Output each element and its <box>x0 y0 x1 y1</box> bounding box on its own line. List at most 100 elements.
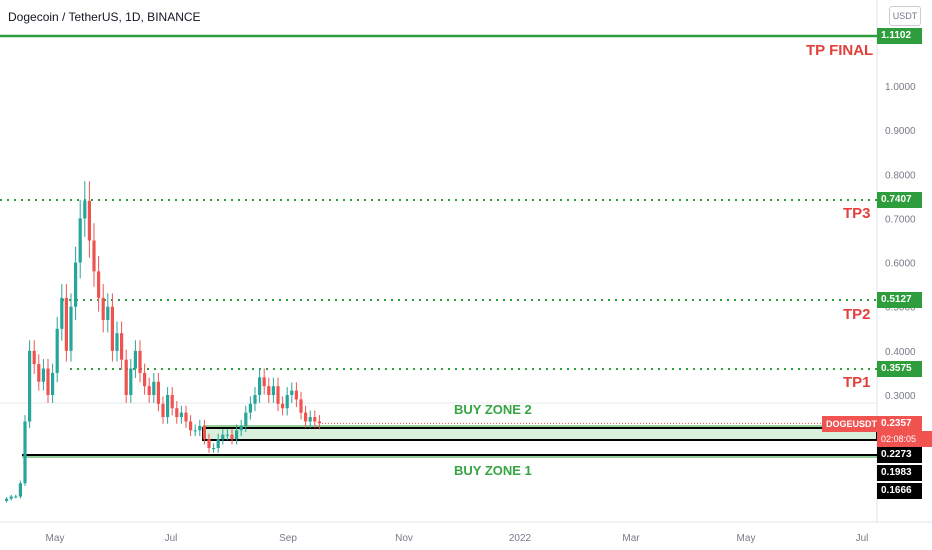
candle-body <box>281 403 285 409</box>
tp1-price-tag: 0.3575 <box>877 361 922 377</box>
candle-body <box>78 218 82 263</box>
x-tick-label: Sep <box>279 533 297 544</box>
y-tick-label: 0.3000 <box>885 391 916 402</box>
x-tick-label: Jul <box>856 533 869 544</box>
currency-button[interactable]: USDT <box>889 6 921 26</box>
candle-body <box>32 350 36 365</box>
candle-body <box>18 483 22 497</box>
candle-body <box>258 377 262 395</box>
tp3-label: TP3 <box>843 205 871 222</box>
buy-zone-1-label: BUY ZONE 1 <box>454 463 532 478</box>
tp2-price-tag: 0.5127 <box>877 292 922 308</box>
candle-body <box>9 496 13 499</box>
candle-body <box>294 390 298 400</box>
candle-body <box>156 381 160 404</box>
buy-zone-2-rect <box>202 427 878 441</box>
tp2-label: TP2 <box>843 306 871 323</box>
zone-mid-price-tag: 0.1983 <box>877 465 922 481</box>
last-price-tag: 0.2357 <box>877 416 922 432</box>
y-tick-label: 0.5000 <box>885 303 916 314</box>
candle-body <box>5 498 9 501</box>
x-tick-label: Jul <box>165 533 178 544</box>
countdown-tag: 02:08:05 <box>877 431 932 447</box>
candle-body <box>271 386 275 395</box>
candle-body <box>28 350 32 422</box>
candle-body <box>115 333 119 351</box>
candle-body <box>212 447 216 449</box>
candle-body <box>290 390 294 395</box>
candle-body <box>239 425 243 431</box>
candle-body <box>69 306 73 351</box>
candle-body <box>225 434 229 436</box>
candle-body <box>299 399 303 413</box>
candle-body <box>235 430 239 440</box>
symbol-tag: DOGEUSDT <box>822 416 878 432</box>
buy-zone-2-label: BUY ZONE 2 <box>454 402 532 417</box>
x-tick-label: Nov <box>395 533 413 544</box>
candle-body <box>184 412 188 422</box>
candle-body <box>248 403 252 413</box>
tp-final-label: TP FINAL <box>806 42 874 59</box>
candle-body <box>23 421 27 484</box>
candle-body <box>230 434 234 440</box>
y-tick-label: 1.0000 <box>885 82 916 93</box>
candle-body <box>170 395 174 409</box>
tp1-label: TP1 <box>843 374 871 391</box>
candle-body <box>64 297 68 351</box>
x-tick-label: 2022 <box>509 533 532 544</box>
candle-body <box>55 328 59 373</box>
candle-body <box>41 368 45 382</box>
zone-low-price-tag: 0.1666 <box>877 483 922 499</box>
candle-body <box>244 412 248 426</box>
candle-body <box>285 395 289 409</box>
candle-body <box>143 372 147 387</box>
candle-body <box>253 395 257 404</box>
y-tick-label: 0.8000 <box>885 170 916 181</box>
candle-body <box>166 395 170 418</box>
y-tick-label: 0.4000 <box>885 347 916 358</box>
candle-body <box>138 350 142 373</box>
candle-body <box>120 333 124 360</box>
candle-body <box>267 386 271 395</box>
candle-body <box>175 408 179 418</box>
candle-body <box>101 297 105 320</box>
candle-body <box>304 412 308 422</box>
candle-body <box>161 403 165 418</box>
candle-body <box>179 412 183 418</box>
x-tick-label: May <box>46 533 65 544</box>
candle-body <box>124 359 128 395</box>
tp3-price-tag: 0.7407 <box>877 192 922 208</box>
candle-body <box>74 262 78 307</box>
chart-title: Dogecoin / TetherUS, 1D, BINANCE <box>8 10 201 24</box>
candle-body <box>92 240 96 272</box>
y-tick-label: 0.9000 <box>885 126 916 137</box>
candle-body <box>106 306 110 320</box>
candle-body <box>97 271 101 298</box>
candle-body <box>313 417 317 422</box>
candle-body <box>14 496 18 498</box>
candle-body <box>147 386 151 395</box>
candle-body <box>87 200 91 241</box>
candle-body <box>308 417 312 422</box>
x-tick-label: May <box>737 533 756 544</box>
candle-body <box>110 306 114 351</box>
candle-body <box>207 439 211 448</box>
candle-body <box>202 425 206 440</box>
candle-body <box>37 364 41 382</box>
zone-top-price-tag: 0.2273 <box>877 447 922 463</box>
candle-body <box>189 421 193 431</box>
tp-final-price-tag: 1.1102 <box>877 28 922 44</box>
x-tick-label: Mar <box>622 533 640 544</box>
candle-body <box>133 350 137 369</box>
candle-body <box>51 372 55 395</box>
candle-body <box>317 421 321 424</box>
candle-body <box>60 297 64 329</box>
y-tick-label: 0.7000 <box>885 214 916 225</box>
candle-body <box>152 381 156 395</box>
y-tick-label: 0.6000 <box>885 259 916 270</box>
candle-body <box>216 439 220 448</box>
candle-body <box>129 368 133 395</box>
candle-body <box>276 386 280 404</box>
candle-body <box>198 425 202 431</box>
